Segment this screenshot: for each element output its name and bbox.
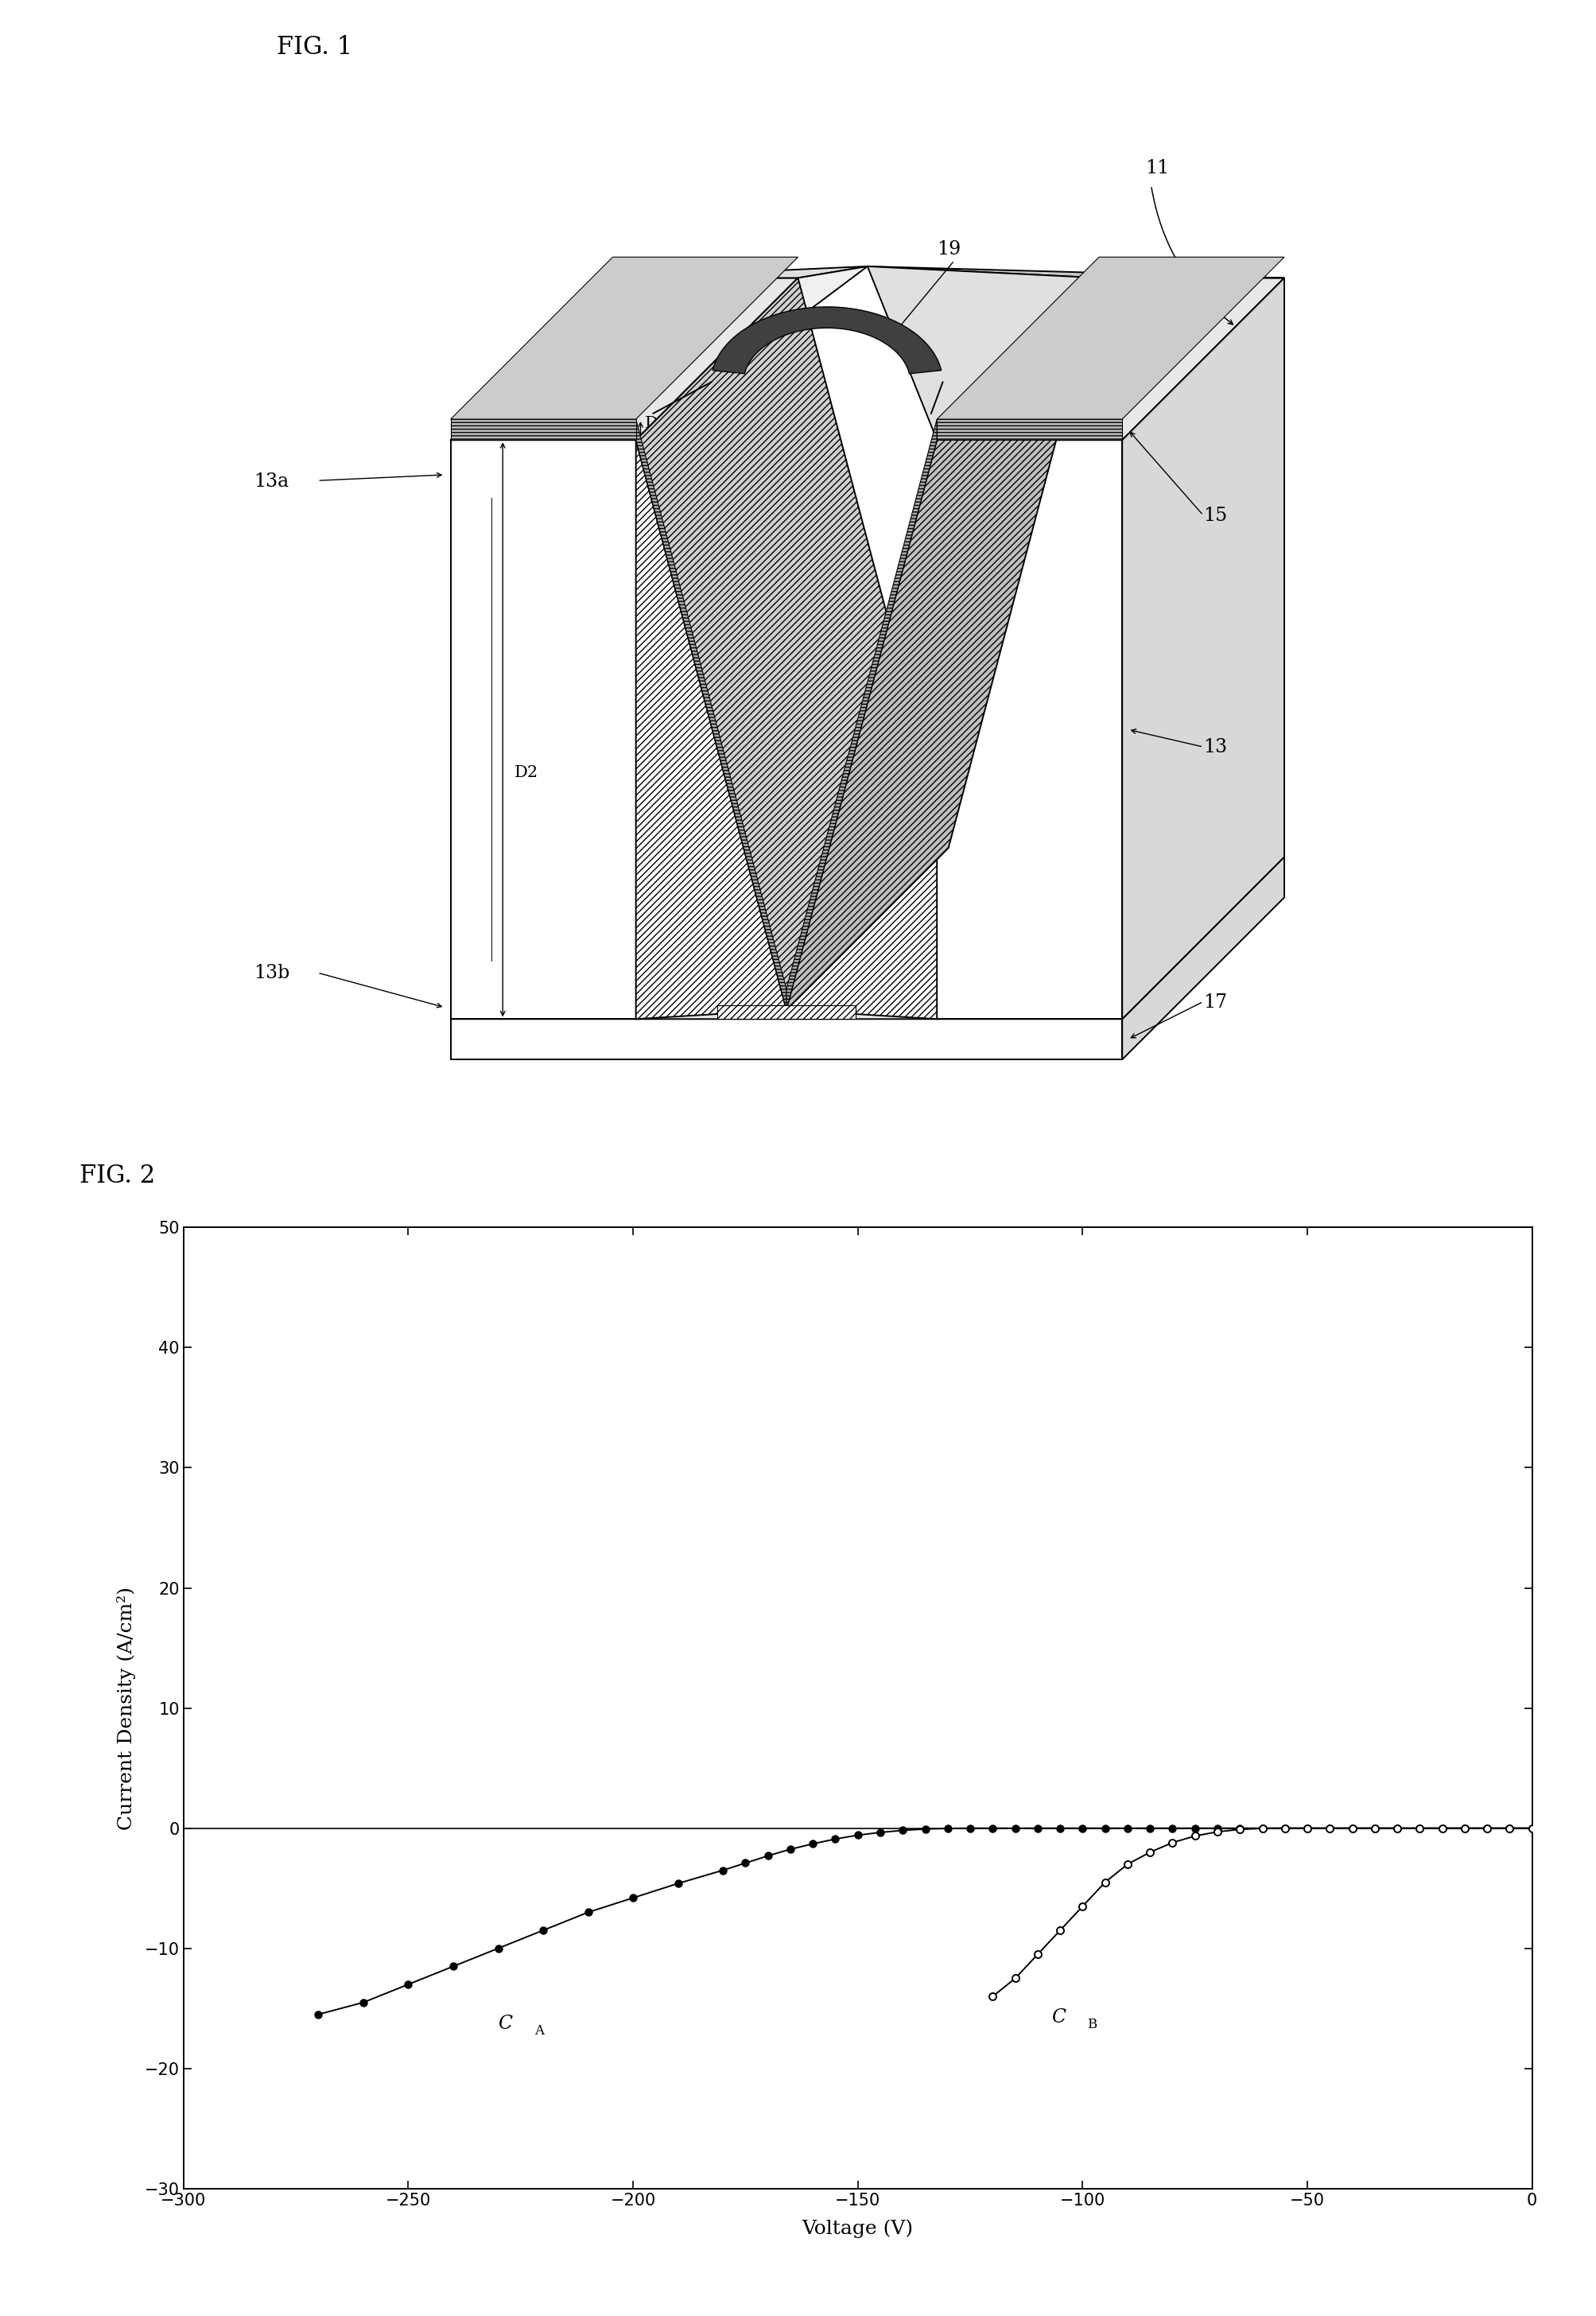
Polygon shape bbox=[712, 308, 942, 373]
Polygon shape bbox=[450, 1019, 1122, 1058]
Text: B: B bbox=[1087, 2017, 1096, 2031]
Polygon shape bbox=[937, 419, 1122, 440]
Text: C: C bbox=[498, 2015, 512, 2033]
Polygon shape bbox=[450, 278, 798, 440]
Polygon shape bbox=[937, 440, 1122, 1019]
Polygon shape bbox=[787, 278, 1100, 1010]
Polygon shape bbox=[787, 419, 937, 1010]
Text: FIG. 2: FIG. 2 bbox=[80, 1163, 155, 1188]
Polygon shape bbox=[450, 257, 798, 419]
Text: 11: 11 bbox=[1146, 160, 1170, 178]
Polygon shape bbox=[635, 419, 787, 1010]
Polygon shape bbox=[937, 278, 1285, 440]
Polygon shape bbox=[450, 440, 635, 1019]
X-axis label: Voltage (V): Voltage (V) bbox=[803, 2219, 913, 2237]
Polygon shape bbox=[868, 266, 1100, 440]
Text: D1: D1 bbox=[645, 417, 669, 431]
Text: 17: 17 bbox=[1203, 994, 1227, 1012]
Polygon shape bbox=[450, 419, 635, 440]
Text: 13b: 13b bbox=[254, 963, 290, 982]
Text: 15: 15 bbox=[1203, 507, 1227, 526]
Polygon shape bbox=[613, 266, 868, 278]
Text: 19: 19 bbox=[937, 241, 961, 259]
Polygon shape bbox=[635, 266, 868, 440]
Polygon shape bbox=[450, 857, 1285, 1019]
Text: FIG. 1: FIG. 1 bbox=[278, 35, 353, 60]
Polygon shape bbox=[635, 440, 787, 1019]
Text: 13: 13 bbox=[1203, 739, 1227, 757]
Polygon shape bbox=[1122, 278, 1285, 1019]
Text: 13a: 13a bbox=[254, 472, 289, 491]
Text: C: C bbox=[1052, 2008, 1066, 2026]
Polygon shape bbox=[787, 440, 937, 1019]
Polygon shape bbox=[937, 257, 1285, 419]
Polygon shape bbox=[1122, 857, 1285, 1058]
Polygon shape bbox=[868, 266, 1285, 278]
Y-axis label: Current Density (A/cm²): Current Density (A/cm²) bbox=[117, 1586, 136, 1830]
Text: D2: D2 bbox=[514, 764, 538, 780]
Text: A: A bbox=[535, 2024, 544, 2038]
Polygon shape bbox=[717, 1005, 855, 1019]
Polygon shape bbox=[635, 278, 948, 1010]
